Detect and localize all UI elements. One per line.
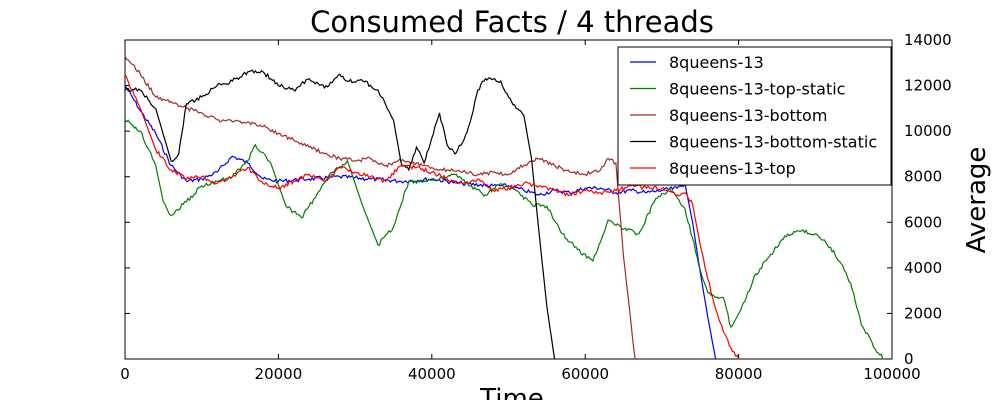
x-tick-label: 100000 [863, 365, 920, 383]
y-tick-label: 14000 [904, 31, 952, 49]
series-line [124, 55, 636, 360]
x-tick-label: 80000 [715, 365, 763, 383]
series-lines [124, 55, 885, 360]
legend: 8queens-13 8queens-13-top-static 8queens-1… [617, 46, 892, 186]
x-tick-label: 40000 [408, 365, 456, 383]
y-tick-label: 10000 [904, 122, 952, 140]
legend-entry-label: 8queens-13-top-static [669, 80, 845, 99]
x-axis-label: Time [479, 384, 544, 400]
y-axis: 0 2000 4000 6000 8000 10000 12000 14000 [125, 31, 952, 368]
y-axis-label: Average [962, 147, 992, 254]
legend-entry-label: 8queens-13-top [669, 159, 796, 178]
legend-box [617, 46, 892, 186]
x-tick-label: 20000 [255, 365, 303, 383]
series-line [124, 119, 885, 360]
legend-entry-label: 8queens-13-bottom [669, 106, 827, 125]
y-tick-label: 8000 [904, 168, 942, 186]
x-tick-label: 60000 [561, 365, 609, 383]
legend-entry-label: 8queens-13-bottom-static [669, 133, 877, 152]
y-tick-label: 12000 [904, 77, 952, 95]
legend-entry-label: 8queens-13 [669, 53, 764, 72]
x-tick-label: 0 [120, 365, 130, 383]
y-tick-label: 4000 [904, 259, 942, 277]
y-tick-label: 2000 [904, 304, 942, 322]
y-tick-label: 0 [904, 350, 914, 368]
series-line [124, 69, 556, 360]
y-tick-label: 6000 [904, 213, 942, 231]
x-axis: 0 20000 40000 60000 80000 100000 [120, 40, 921, 383]
series-line [124, 73, 740, 360]
chart-title: Consumed Facts / 4 threads [310, 5, 714, 39]
